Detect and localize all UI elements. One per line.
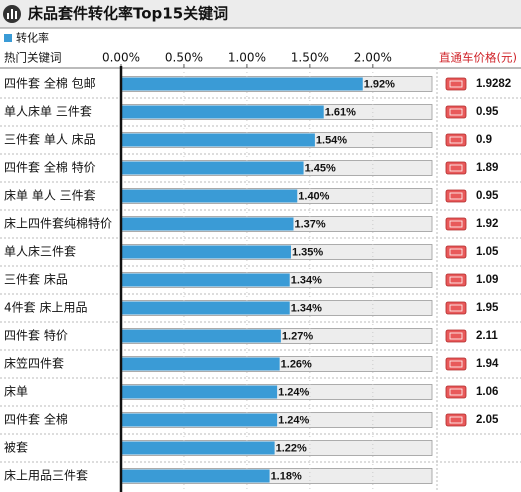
price-icon	[449, 108, 463, 116]
x-tick-label: 2.00%	[354, 51, 392, 65]
value-label: 1.35%	[292, 246, 323, 258]
price-value: 1.9282	[476, 78, 511, 90]
value-label: 1.24%	[278, 386, 309, 398]
price-icon	[449, 276, 463, 284]
bar	[121, 301, 290, 315]
price-icon	[449, 248, 463, 256]
price-value: 2.11	[476, 330, 498, 342]
price-icon	[449, 332, 463, 340]
price-value: 1.89	[476, 162, 498, 174]
value-label: 1.61%	[325, 106, 356, 118]
price-icon	[449, 80, 463, 88]
price-icon	[449, 304, 463, 312]
price-icon	[445, 105, 467, 119]
price-value: 1.92	[476, 218, 498, 230]
category-label: 4件套 床上用品	[4, 301, 87, 315]
price-icon	[445, 273, 467, 287]
price-value: 2.05	[476, 414, 499, 426]
price-icon	[445, 189, 467, 203]
title-bar	[0, 0, 521, 28]
price-value: 0.95	[476, 106, 499, 118]
bar	[121, 273, 290, 287]
price-value: 1.94	[476, 358, 499, 370]
price-icon	[445, 133, 467, 147]
value-label: 1.34%	[291, 274, 322, 286]
bar	[121, 217, 294, 231]
category-label: 四件套 全棉	[4, 412, 68, 427]
price-icon	[445, 245, 467, 259]
category-label: 单人床单 三件套	[4, 105, 92, 119]
value-label: 1.34%	[291, 302, 322, 314]
value-label: 1.40%	[298, 190, 329, 202]
price-icon	[445, 161, 467, 175]
chart-title: 床品套件转化率Top15关键词	[28, 5, 228, 23]
title-icon	[15, 11, 17, 19]
price-value: 1.05	[476, 246, 499, 258]
price-icon	[445, 385, 467, 399]
price-value: 1.95	[476, 302, 499, 314]
price-icon	[445, 329, 467, 343]
x-tick-label: 0.50%	[165, 51, 203, 65]
price-icon	[445, 301, 467, 315]
value-label: 1.92%	[364, 78, 395, 90]
legend-swatch	[4, 34, 12, 42]
category-label: 单人床三件套	[4, 245, 76, 259]
bar	[121, 105, 324, 119]
value-label: 1.18%	[271, 470, 302, 482]
price-icon	[449, 360, 463, 368]
value-label: 1.45%	[305, 162, 336, 174]
value-label: 1.37%	[294, 218, 325, 230]
category-label: 床单 单人 三件套	[4, 189, 96, 203]
x-tick-label: 0.00%	[102, 51, 140, 65]
category-label: 三件套 床品	[4, 273, 68, 287]
value-label: 1.26%	[281, 358, 312, 370]
category-label: 床上用品三件套	[4, 469, 88, 483]
category-label: 四件套 全棉 特价	[4, 160, 96, 175]
category-header: 热门关键词	[4, 51, 62, 65]
price-icon	[445, 77, 467, 91]
bar	[121, 77, 363, 91]
bar	[121, 357, 280, 371]
category-label: 床笠四件套	[4, 356, 64, 371]
price-icon	[445, 357, 467, 371]
bar	[121, 245, 291, 259]
category-label: 床上四件套纯棉特价	[4, 216, 112, 231]
bar	[121, 413, 278, 427]
category-label: 三件套 单人 床品	[4, 133, 96, 147]
price-icon	[449, 136, 463, 144]
value-label: 1.24%	[278, 414, 309, 426]
legend-label: 转化率	[16, 31, 49, 45]
price-icon	[449, 388, 463, 396]
price-value: 0.9	[476, 134, 492, 146]
price-value: 1.06	[476, 386, 498, 398]
bar	[121, 133, 315, 147]
bar	[121, 469, 270, 483]
category-label: 四件套 特价	[4, 328, 68, 343]
price-value: 1.09	[476, 274, 498, 286]
price-icon	[449, 164, 463, 172]
bar	[121, 329, 281, 343]
category-label: 床单	[4, 385, 28, 399]
price-icon	[449, 220, 463, 228]
price-value: 0.95	[476, 190, 499, 202]
title-icon	[11, 9, 13, 19]
value-label: 1.54%	[316, 134, 347, 146]
x-tick-label: 1.50%	[291, 51, 329, 65]
category-label: 被套	[4, 441, 28, 455]
category-label: 四件套 全棉 包邮	[4, 76, 96, 91]
title-icon	[7, 13, 9, 19]
price-icon	[445, 217, 467, 231]
x-tick-label: 1.00%	[228, 51, 266, 65]
price-icon	[449, 416, 463, 424]
price-icon	[449, 192, 463, 200]
price-header: 直通车价格(元)	[439, 51, 517, 65]
bar	[121, 385, 278, 399]
value-label: 1.27%	[282, 330, 313, 342]
price-icon	[445, 413, 467, 427]
value-label: 1.22%	[276, 442, 307, 454]
bar	[121, 441, 275, 455]
bar	[121, 161, 304, 175]
bar	[121, 189, 298, 203]
